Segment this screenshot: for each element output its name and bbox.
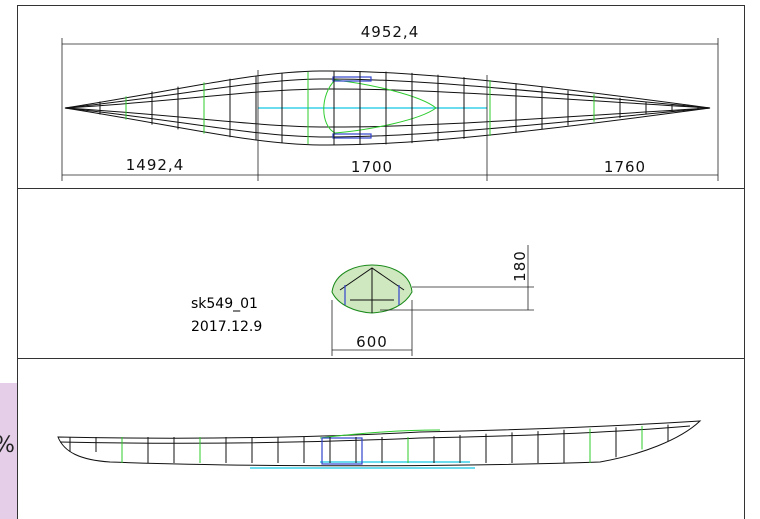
frame (17, 5, 745, 519)
side-tab (0, 383, 18, 519)
overall-length: 4952,4 (361, 23, 420, 41)
top-view: 4952,4 1492,4 1700 1760 (61, 23, 719, 181)
side-tab-label: % (0, 433, 15, 458)
section-width: 600 (356, 333, 388, 351)
section-height: 180 (511, 250, 529, 282)
segment-length: 1700 (351, 158, 393, 176)
section-view: 180 600 sk549_01 2017.12.9 (191, 245, 534, 356)
model-name: sk549_01 (191, 296, 258, 312)
segment-length: 1492,4 (126, 156, 185, 174)
segment-length: 1760 (604, 158, 646, 176)
side-view (57, 420, 702, 469)
model-date: 2017.12.9 (191, 319, 262, 335)
